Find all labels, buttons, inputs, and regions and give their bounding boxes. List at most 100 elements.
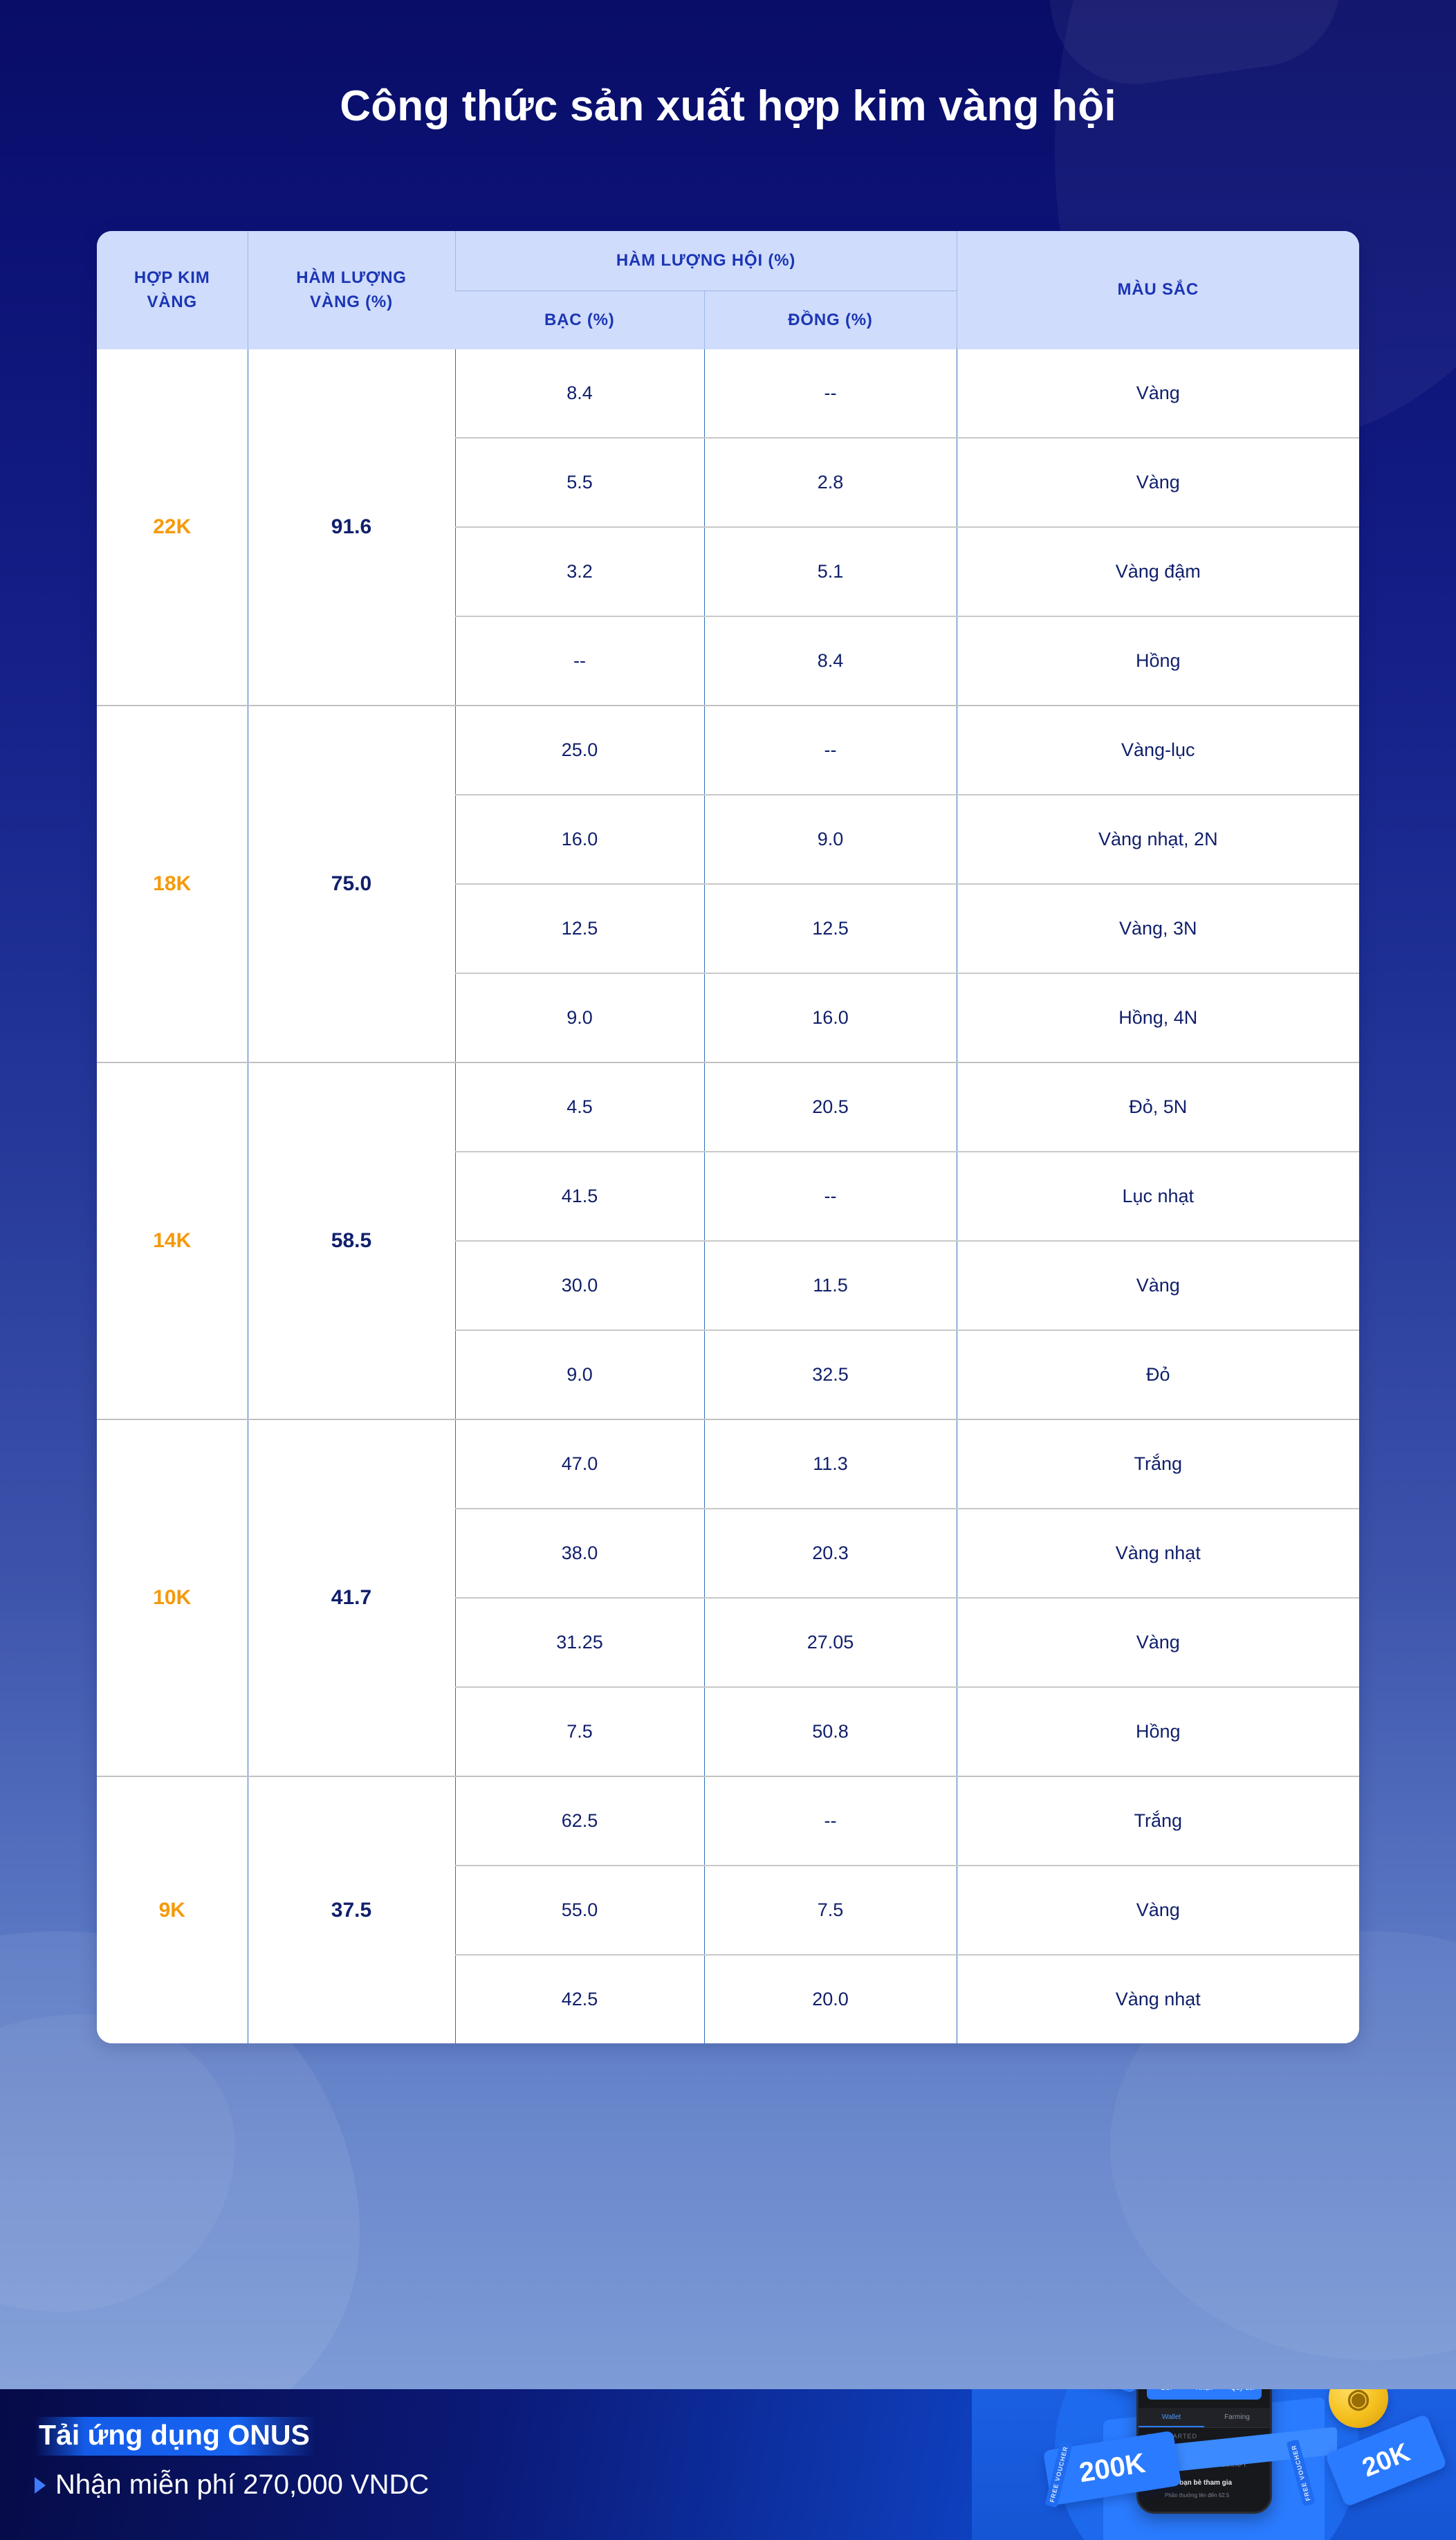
- cell-color: Vàng đậm: [957, 526, 1359, 616]
- cell-gold-percent: 58.5: [248, 1062, 456, 1419]
- cell-color: Trắng: [957, 1419, 1359, 1509]
- table-head: HỢP KIM VÀNG HÀM LƯỢNG VÀNG (%) HÀM LƯỢN…: [97, 231, 1359, 349]
- table-row: 55.0 7.5 Vàng: [97, 1865, 1359, 1955]
- page-title: Công thức sản xuất hợp kim vàng hội: [340, 82, 1116, 130]
- cell-copper: 2.8: [704, 437, 957, 527]
- table-row: 12.5 12.5 Vàng, 3N: [97, 883, 1359, 973]
- cell-karat: 14K: [97, 1062, 248, 1419]
- cell-copper: 27.05: [704, 1597, 957, 1687]
- cell-copper: 11.3: [704, 1419, 957, 1509]
- cell-gold-percent: 41.7: [248, 1419, 456, 1776]
- cell-silver: 47.0: [455, 1419, 705, 1509]
- cell-color: Vàng nhạt: [957, 1954, 1359, 2043]
- cell-color: Vàng nhạt: [957, 1508, 1359, 1598]
- phone-action-convert[interactable]: Quy đổi: [1224, 2389, 1262, 2392]
- cell-copper: 5.1: [704, 526, 957, 616]
- phone-item-subtitle: Phần thưởng lên đến 62.5: [1165, 2492, 1230, 2498]
- table-row: 22K 91.6 8.4 -- Vàng: [97, 349, 1359, 706]
- cell-color: Vàng nhạt, 2N: [957, 794, 1359, 884]
- cell-silver: 12.5: [455, 883, 705, 973]
- cell-copper: 32.5: [704, 1329, 957, 1419]
- cell-color: Trắng: [957, 1776, 1359, 1866]
- cell-color: Hồng: [957, 616, 1359, 706]
- cell-gold-percent: 37.5: [248, 1776, 456, 2043]
- table-row: 10K 41.7 47.0 11.3 Trắng: [97, 1419, 1359, 1776]
- table-row: 9K 37.5 62.5 -- Trắng: [97, 1776, 1359, 2043]
- table-row: 5.5 2.8 Vàng: [97, 437, 1359, 527]
- cell-silver: 38.0: [455, 1508, 705, 1598]
- cell-color: Lục nhạt: [957, 1151, 1359, 1241]
- cell-silver: 16.0: [455, 794, 705, 884]
- cell-silver: 62.5: [455, 1776, 705, 1866]
- cell-silver: 3.2: [455, 526, 705, 616]
- cell-silver: 55.0: [455, 1865, 705, 1955]
- header-silver: BẠC (%): [455, 291, 704, 349]
- table-row: 41.5 -- Lục nhạt: [97, 1151, 1359, 1241]
- cell-color: Hồng, 4N: [957, 973, 1359, 1062]
- table-row: 38.0 20.3 Vàng nhạt: [97, 1508, 1359, 1598]
- phone-action-receive[interactable]: Nhận: [1185, 2389, 1223, 2392]
- cell-silver: 8.4: [455, 349, 705, 438]
- cell-silver: --: [455, 616, 705, 706]
- cell-color: Vàng: [957, 1865, 1359, 1955]
- table-row: 18K 75.0 25.0 -- Vàng-lục: [97, 705, 1359, 1062]
- table-row: 9.0 16.0 Hồng, 4N: [97, 973, 1359, 1062]
- header-alloy-line1: HỢP KIM: [133, 268, 210, 288]
- decorative-blob-bottom-left-2: [0, 2014, 235, 2312]
- cell-gold-percent: 75.0: [248, 705, 456, 1062]
- footer-bonus-line: Nhận miễn phí 270,000 VNDC: [35, 2469, 429, 2501]
- app-promo-footer: Tải ứng dụng ONUS Nhận miễn phí 270,000 …: [0, 2389, 1456, 2540]
- tab-wallet[interactable]: Wallet: [1139, 2408, 1204, 2427]
- cell-silver: 4.5: [455, 1062, 705, 1152]
- cell-copper: 20.5: [704, 1062, 957, 1152]
- cell-copper: --: [704, 1776, 957, 1866]
- cell-color: Đỏ, 5N: [957, 1062, 1359, 1152]
- cell-karat: 18K: [97, 705, 248, 1062]
- table-row: 16.0 9.0 Vàng nhạt, 2N: [97, 794, 1359, 884]
- phone-tabs: Wallet Farming: [1139, 2408, 1270, 2428]
- footer-text-block: Tải ứng dụng ONUS Nhận miễn phí 270,000 …: [35, 2417, 429, 2501]
- cell-karat: 22K: [97, 349, 248, 706]
- header-alloy-line2: VÀNG: [147, 292, 198, 311]
- phone-action-send[interactable]: Gửi: [1147, 2389, 1185, 2392]
- cell-silver: 30.0: [455, 1240, 705, 1330]
- cell-copper: 11.5: [704, 1240, 957, 1330]
- table-row: 31.25 27.05 Vàng: [97, 1597, 1359, 1687]
- table-row: 7.5 50.8 Hồng: [97, 1686, 1359, 1776]
- table-row: -- 8.4 Hồng: [97, 616, 1359, 706]
- cell-color: Vàng-lục: [957, 705, 1359, 795]
- footer-download-cta[interactable]: Tải ứng dụng ONUS: [35, 2417, 315, 2456]
- header-gold-line1: HÀM LƯỢNG: [296, 268, 407, 288]
- decorative-blob-top-right-2: [1022, 0, 1351, 95]
- cell-silver: 25.0: [455, 705, 705, 795]
- cell-silver: 9.0: [455, 1329, 705, 1419]
- table-row: 30.0 11.5 Vàng: [97, 1240, 1359, 1330]
- cell-karat: 9K: [97, 1776, 248, 2043]
- cell-silver: 31.25: [455, 1597, 705, 1687]
- cell-color: Vàng: [957, 349, 1359, 438]
- cell-copper: 12.5: [704, 883, 957, 973]
- header-gold-content: HÀM LƯỢNG VÀNG (%): [247, 231, 455, 349]
- cell-copper: 50.8: [704, 1686, 957, 1776]
- cell-copper: --: [704, 1151, 957, 1241]
- cell-copper: 20.0: [704, 1954, 957, 2043]
- table-row: 9.0 32.5 Đỏ: [97, 1329, 1359, 1419]
- cell-color: Đỏ: [957, 1329, 1359, 1419]
- cell-karat: 10K: [97, 1419, 248, 1776]
- cell-copper: --: [704, 705, 957, 795]
- arrow-right-icon: [35, 2476, 46, 2494]
- header-color: MÀU SẮC: [956, 231, 1359, 349]
- header-alloy: HỢP KIM VÀNG: [97, 231, 248, 349]
- table-row: 42.5 20.0 Vàng nhạt: [97, 1954, 1359, 2043]
- header-copper: ĐỒNG (%): [703, 291, 957, 349]
- phone-item-title: Mời bạn bè tham gia: [1165, 2479, 1233, 2487]
- cell-color: Hồng: [957, 1686, 1359, 1776]
- header-gold-line2: VÀNG (%): [310, 292, 393, 311]
- cell-silver: 5.5: [455, 437, 705, 527]
- cell-silver: 7.5: [455, 1686, 705, 1776]
- cell-silver: 42.5: [455, 1954, 705, 2043]
- cell-silver: 9.0: [455, 973, 705, 1062]
- promo-illustration: ◉ ◉ ⌕ ▣ 🎁 ♪ Tổng tài sản 5,000,000 VNDC …: [972, 2389, 1456, 2540]
- tab-farming[interactable]: Farming: [1224, 2413, 1250, 2421]
